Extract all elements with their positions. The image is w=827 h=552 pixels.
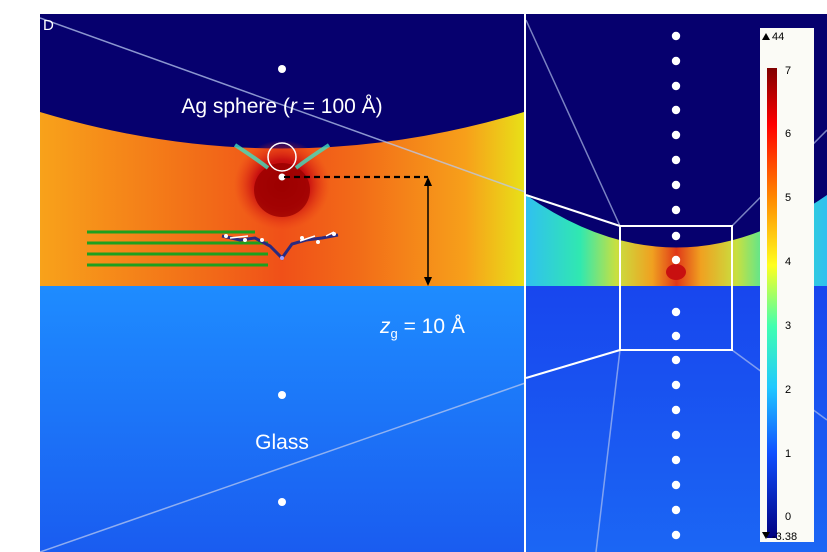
colorbar-tick-label: 2 xyxy=(785,384,791,396)
left-panel: D Ag sphere (r = 100 Å) zg = 10 Å Glass xyxy=(40,14,524,552)
colorbar-max-label: 44 xyxy=(772,31,784,43)
zoom-connector xyxy=(525,194,621,227)
gap-label: zg = 10 Å xyxy=(379,315,465,341)
sphere-center-marker xyxy=(278,65,286,73)
colorbar-min-label: -3.38 xyxy=(772,531,797,543)
tip-circle xyxy=(267,142,297,172)
colorbar-tick-label: 5 xyxy=(785,192,791,204)
colorbar-tick-label: 6 xyxy=(785,128,791,140)
gap-label-subscript: g xyxy=(391,326,398,341)
colorbar-gradient xyxy=(767,68,777,538)
colorbar-tick-label: 4 xyxy=(785,256,791,268)
panel-letter: D xyxy=(43,17,54,34)
tip-point xyxy=(278,173,286,181)
gap-edge-highlight xyxy=(233,143,270,170)
graphene-layers xyxy=(87,230,268,267)
gap-arrow-head-bottom xyxy=(424,277,432,286)
zoom-guide-line xyxy=(40,17,524,193)
gap-edge-highlight xyxy=(294,143,331,170)
panel-divider xyxy=(524,14,526,552)
zoom-guide-line xyxy=(40,382,524,552)
right-hotspot xyxy=(666,264,686,280)
colorbar-min-arrow xyxy=(762,532,770,539)
colorbar: 44 -3.38 7 6 5 4 3 2 1 0 xyxy=(760,28,814,543)
zoom-connector xyxy=(525,349,621,379)
zoom-box xyxy=(619,225,733,351)
right-gap-field xyxy=(526,195,827,286)
colorbar-tick-label: 3 xyxy=(785,320,791,332)
glass-label: Glass xyxy=(255,431,309,454)
adsorbed-molecule xyxy=(221,231,339,261)
zoom-guide-line xyxy=(526,19,621,227)
colorbar-tick-label: 0 xyxy=(785,511,791,523)
sphere-label-prefix: Ag sphere ( xyxy=(181,95,290,118)
gap-arrow-head-top xyxy=(424,177,432,186)
colorbar-max-arrow xyxy=(762,33,770,40)
glass-marker xyxy=(278,498,286,506)
sphere-label-symbol: r xyxy=(290,95,298,118)
right-marker-column xyxy=(671,31,681,540)
glass-region xyxy=(40,286,524,552)
sphere-label: Ag sphere (r = 100 Å) xyxy=(181,95,382,118)
glass-marker xyxy=(278,391,286,399)
gap-label-suffix: = 10 Å xyxy=(398,315,465,338)
gap-label-symbol: z xyxy=(379,315,391,338)
sphere-label-suffix: = 100 Å) xyxy=(297,95,383,118)
colorbar-tick-label: 7 xyxy=(785,65,791,77)
colorbar-tick-label: 1 xyxy=(785,448,791,460)
zoom-guide-line xyxy=(595,349,621,552)
